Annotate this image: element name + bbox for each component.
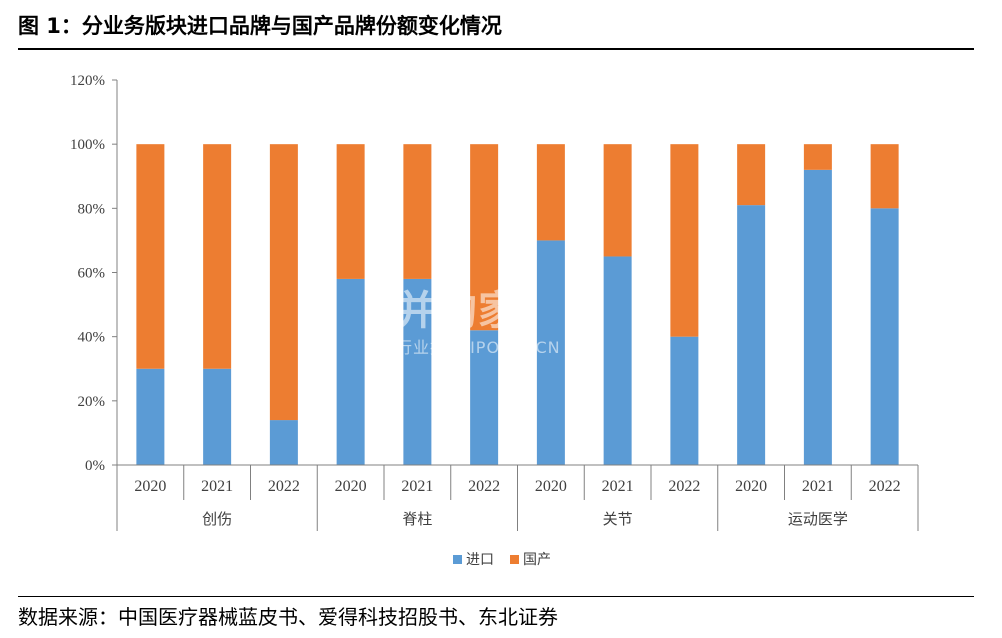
bar-domestic-11 [870,144,899,209]
bar-domestic-10 [803,144,832,170]
bar-domestic-6 [536,144,565,241]
x-tick-label: 2021 [201,478,233,495]
bar-import-10 [803,169,832,465]
bar-import-5 [470,330,499,465]
bar-import-8 [670,336,699,465]
group-label: 创伤 [202,510,232,528]
bar-domestic-2 [269,144,298,421]
x-tick-label: 2022 [869,478,901,495]
y-tick-label: 60% [78,266,106,282]
bar-import-4 [403,278,432,465]
group-label: 脊柱 [402,510,432,528]
bar-domestic-4 [403,144,432,279]
bar-domestic-1 [203,144,232,369]
bar-import-0 [136,368,165,465]
legend-label-domestic: 国产 [523,552,551,568]
x-tick-label: 2020 [735,478,767,495]
x-tick-label: 2020 [134,478,166,495]
y-tick-label: 80% [78,201,106,217]
x-tick-label: 2022 [268,478,300,495]
bar-domestic-9 [737,144,766,206]
stacked-bar-chart: 0% 20% 40% 60% 80% 100% 120% 2020 2021 2022 2020 2… [70,73,919,568]
y-tick-label: 100% [70,137,105,153]
bar-domestic-7 [603,144,632,257]
source-note: 数据来源：中国医疗器械蓝皮书、爱得科技招股书、东北证券 [18,605,558,629]
source-rule [18,596,974,597]
y-tick-label: 20% [78,394,106,410]
bar-domestic-3 [336,144,365,279]
y-tick-label: 120% [70,73,105,89]
x-tick-label: 2020 [535,478,567,495]
x-tick-label: 2021 [602,478,634,495]
bar-import-7 [603,256,632,465]
legend-swatch-import [453,555,462,564]
x-tick-label: 2021 [802,478,834,495]
bar-import-1 [203,368,232,465]
x-tick-label: 2022 [668,478,700,495]
legend-swatch-domestic [510,555,519,564]
bar-import-11 [870,208,899,465]
x-tick-label: 2021 [401,478,433,495]
bar-domestic-8 [670,144,699,337]
group-label: 运动医学 [788,510,848,528]
group-label: 关节 [603,510,633,528]
x-tick-label: 2022 [468,478,500,495]
bar-import-9 [737,205,766,466]
legend-label-import: 进口 [466,552,494,568]
x-tick-label: 2020 [335,478,367,495]
bar-import-6 [536,240,565,465]
bar-domestic-5 [470,144,499,331]
y-tick-label: 0% [85,458,105,474]
figure-title: 图 1：分业务版块进口品牌与国产品牌份额变化情况 [18,14,502,38]
y-tick-label: 40% [78,330,106,346]
bar-import-3 [336,278,365,465]
bar-domestic-0 [136,144,165,369]
bar-import-2 [269,420,298,465]
title-rule [18,48,974,50]
